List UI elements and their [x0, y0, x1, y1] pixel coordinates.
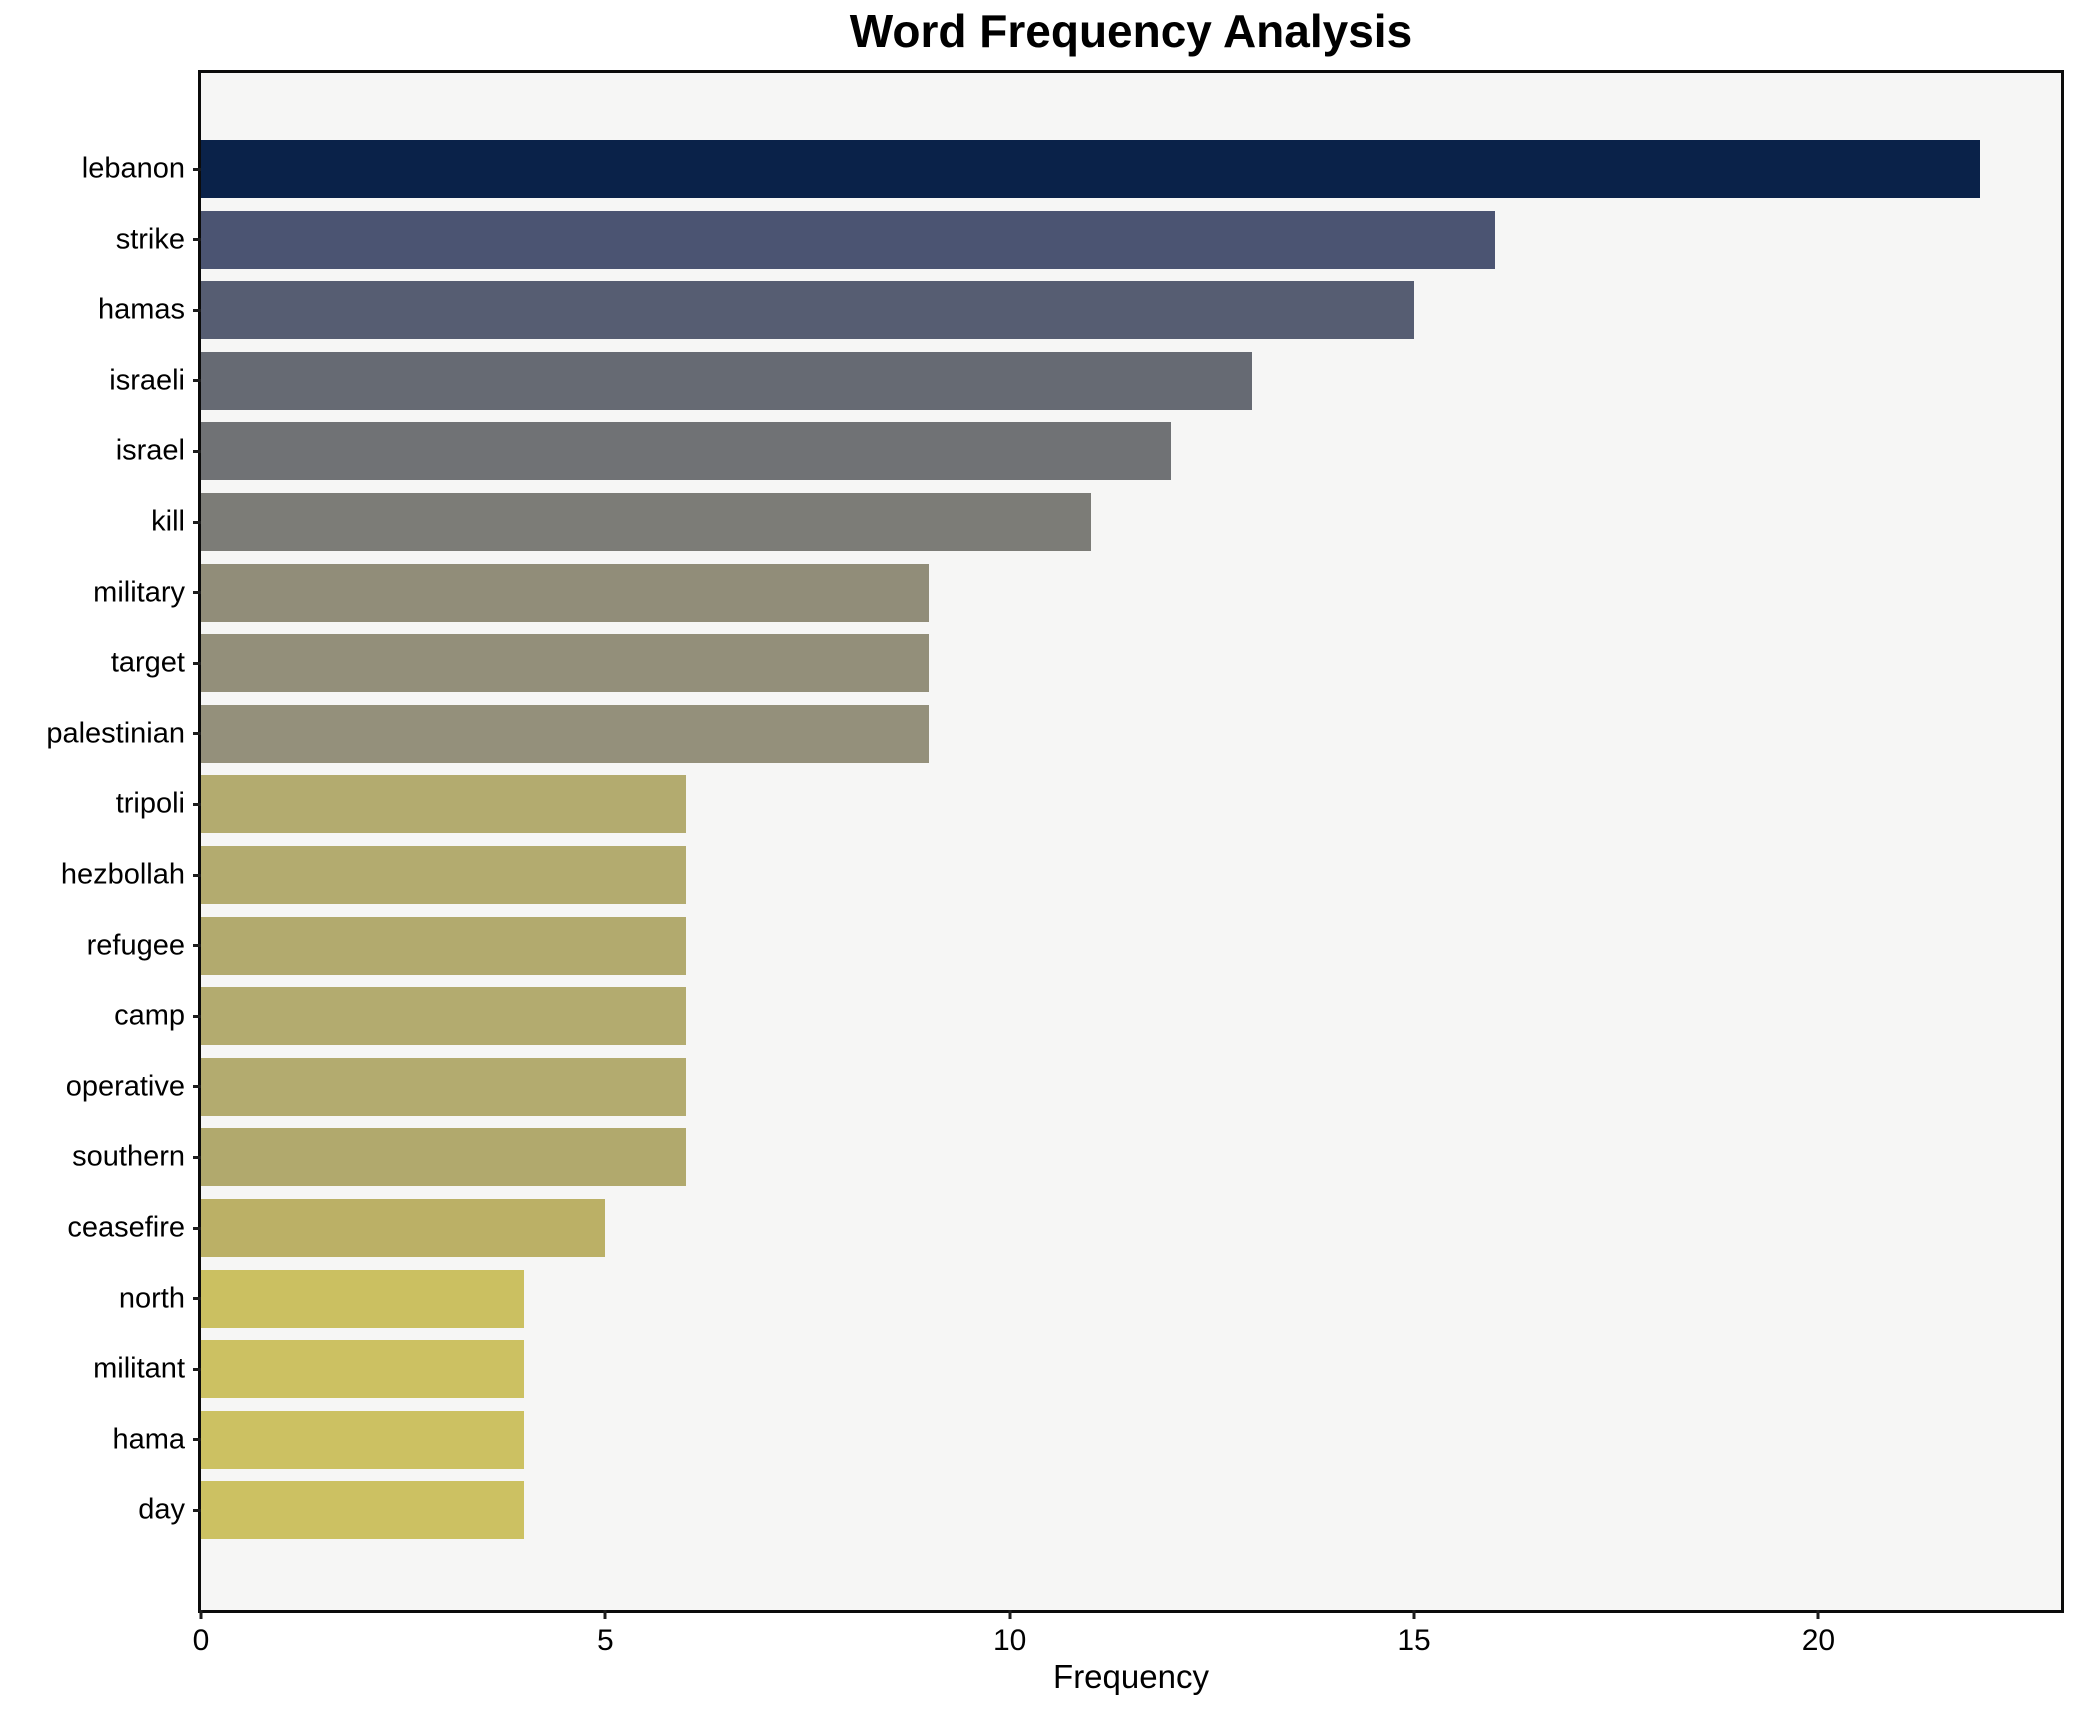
bar-hezbollah — [201, 846, 687, 904]
x-tick-label-5: 5 — [597, 1624, 614, 1657]
x-tick-label-20: 20 — [1801, 1624, 1836, 1657]
bar-ceasefire — [201, 1199, 606, 1257]
y-tick-southern — [193, 1155, 201, 1159]
plot-area: lebanon strike hamas israeli israel kill milit… — [46, 70, 2064, 1656]
bar-southern — [201, 1128, 687, 1187]
y-tick-camp — [193, 1014, 201, 1018]
y-axis-label-israeli: israeli — [109, 364, 185, 397]
y-axis-label-palestinian: palestinian — [46, 717, 185, 750]
bar-tripoli — [201, 775, 687, 834]
x-tick-label-15: 15 — [1397, 1624, 1431, 1657]
y-axis-label-israel: israel — [115, 434, 185, 467]
y-axis-label-hama: hama — [112, 1423, 185, 1456]
y-tick-military — [193, 591, 201, 595]
y-axis-label-north: north — [118, 1282, 185, 1315]
y-tick-militant — [193, 1367, 201, 1371]
y-axis-label-strike: strike — [115, 223, 185, 256]
y-tick-hezbollah — [193, 873, 201, 877]
y-axis-label-camp: camp — [114, 999, 185, 1032]
bar-refugee — [201, 916, 687, 975]
bar-camp — [201, 987, 687, 1046]
y-axis-label-military: military — [93, 576, 185, 609]
bar-operative — [201, 1057, 687, 1116]
y-tick-palestinian — [193, 732, 201, 736]
y-tick-hamas — [193, 308, 201, 312]
x-axis-title: Frequency — [1053, 1658, 1209, 1695]
bar-military — [201, 563, 929, 622]
bar-israeli — [201, 351, 1253, 410]
x-tick-label-10: 10 — [993, 1624, 1027, 1657]
y-axis-label-militant: militant — [93, 1352, 185, 1385]
y-axis-label-tripoli: tripoli — [115, 787, 185, 820]
y-axis-label-target: target — [110, 646, 185, 679]
y-tick-israeli — [193, 379, 201, 383]
bar-militant — [201, 1340, 525, 1399]
y-axis-label-operative: operative — [65, 1070, 185, 1103]
y-axis-label-kill: kill — [151, 505, 185, 538]
y-axis-label-ceasefire: ceasefire — [67, 1211, 185, 1244]
y-tick-ceasefire — [193, 1226, 201, 1230]
chart-title: Word Frequency Analysis — [849, 5, 1413, 57]
bar-target — [201, 634, 929, 693]
y-tick-israel — [193, 449, 201, 453]
y-tick-target — [193, 661, 201, 665]
y-tick-refugee — [193, 944, 201, 948]
y-axis-label-day: day — [138, 1493, 185, 1526]
y-tick-lebanon — [193, 167, 201, 171]
x-tick-0 — [199, 1610, 203, 1619]
y-axis-label-southern: southern — [72, 1140, 185, 1173]
bar-lebanon — [201, 140, 1981, 198]
x-tick-label-0: 0 — [192, 1624, 210, 1657]
y-tick-day — [193, 1508, 201, 1512]
bar-hamas — [201, 281, 1415, 340]
x-tick-20 — [1816, 1610, 1820, 1619]
y-tick-operative — [193, 1085, 201, 1089]
bar-palestinian — [201, 704, 929, 763]
y-tick-hama — [193, 1438, 201, 1442]
bar-strike — [201, 210, 1495, 269]
x-tick-5 — [603, 1610, 607, 1619]
bar-hama — [201, 1410, 525, 1469]
bar-kill — [201, 493, 1091, 551]
x-tick-10 — [1008, 1610, 1012, 1619]
bar-north — [201, 1269, 525, 1328]
y-tick-kill — [193, 520, 201, 524]
y-axis-label-lebanon: lebanon — [81, 152, 185, 185]
bar-israel — [201, 422, 1172, 481]
bar-day — [201, 1481, 525, 1540]
y-tick-strike — [193, 238, 201, 242]
y-axis-label-hamas: hamas — [97, 293, 185, 326]
y-axis-label-refugee: refugee — [86, 929, 185, 962]
y-tick-north — [193, 1297, 201, 1301]
y-axis-label-hezbollah: hezbollah — [60, 858, 185, 891]
y-tick-tripoli — [193, 802, 201, 806]
x-tick-15 — [1412, 1610, 1416, 1619]
